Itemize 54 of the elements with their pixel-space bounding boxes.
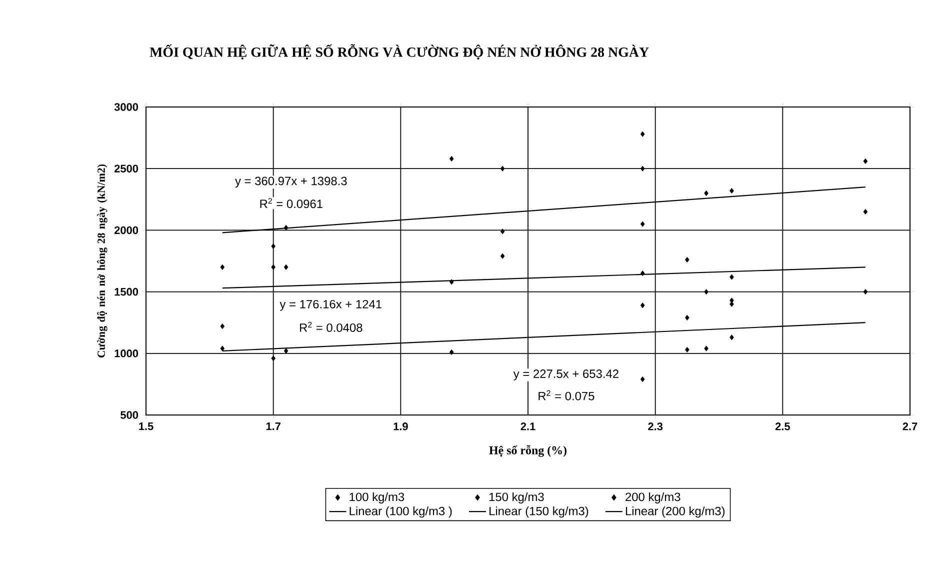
- point: [640, 270, 645, 276]
- x-tick-label: 2.5: [775, 422, 790, 430]
- point: [449, 349, 454, 355]
- annotation: R$^{2}$ = 0.075: [538, 390, 594, 400]
- point: [863, 208, 868, 215]
- point: [449, 279, 454, 285]
- legend-label: Linear (150 kg/m3): [490, 506, 588, 518]
- y-tick-label: 3000: [114, 103, 138, 111]
- point: [284, 264, 288, 270]
- legend-label: Linear (100 kg/m3 ): [350, 506, 452, 518]
- y-axis-title: Cường độ nén nở hông 28 ngày (kN/m2): [97, 164, 108, 358]
- y-tick-label: 2000: [114, 226, 138, 234]
- point: [640, 166, 645, 172]
- x-tick-label: 2.1: [520, 422, 536, 430]
- point: [863, 158, 868, 164]
- point: [220, 323, 225, 330]
- annotation: y = 227.5x + 653.42: [513, 370, 618, 380]
- point: [863, 289, 868, 295]
- legend-label: 100 kg/m3: [350, 492, 404, 504]
- point: [449, 156, 454, 162]
- x-tick-label: 1.9: [394, 422, 408, 430]
- point: [220, 264, 225, 270]
- point: [271, 264, 276, 270]
- point: [704, 346, 708, 352]
- x-tick-label: 2.3: [648, 422, 663, 430]
- x-tick-label: 1.7: [266, 422, 280, 430]
- point: [685, 314, 690, 320]
- y-tick-label: 2500: [114, 164, 138, 172]
- point: [640, 376, 645, 382]
- annotation: y = 176.16x + 1241: [280, 300, 382, 311]
- legend-label: 200 kg/m3: [626, 492, 680, 504]
- annotation: y = 360.97x + 1398.3: [235, 176, 347, 188]
- point: [640, 302, 645, 308]
- x-tick-label: 2.7: [902, 422, 918, 430]
- point: [640, 131, 645, 137]
- point: [220, 346, 225, 352]
- point: [500, 253, 505, 259]
- x-axis-title: Hệ số rỗng (%): [489, 445, 566, 457]
- y-tick-label: 1500: [114, 288, 138, 296]
- y-tick-label: 500: [120, 411, 138, 419]
- annotation: R$^{2}$ = 0.0408: [300, 322, 362, 332]
- point: [730, 274, 734, 280]
- point: [704, 289, 708, 295]
- y-tick-label: 1000: [114, 350, 138, 358]
- point: [640, 221, 645, 227]
- legend-label: Linear (200 kg/m3): [626, 506, 725, 518]
- point: [500, 228, 505, 234]
- point: [500, 166, 505, 172]
- annotation: R$^{2}$ = 0.0961: [260, 198, 322, 208]
- chart-title: MỐI QUAN HỆ GIỮA HỆ SỐ RỖNG VÀ CƯỜNG ĐỘ NÉN NỞ HÔNG 28 NGÀY: [150, 44, 649, 60]
- legend-label: 150 kg/m3: [489, 492, 544, 504]
- x-tick-label: 1.5: [139, 422, 154, 430]
- point: [730, 334, 734, 340]
- point: [271, 356, 276, 362]
